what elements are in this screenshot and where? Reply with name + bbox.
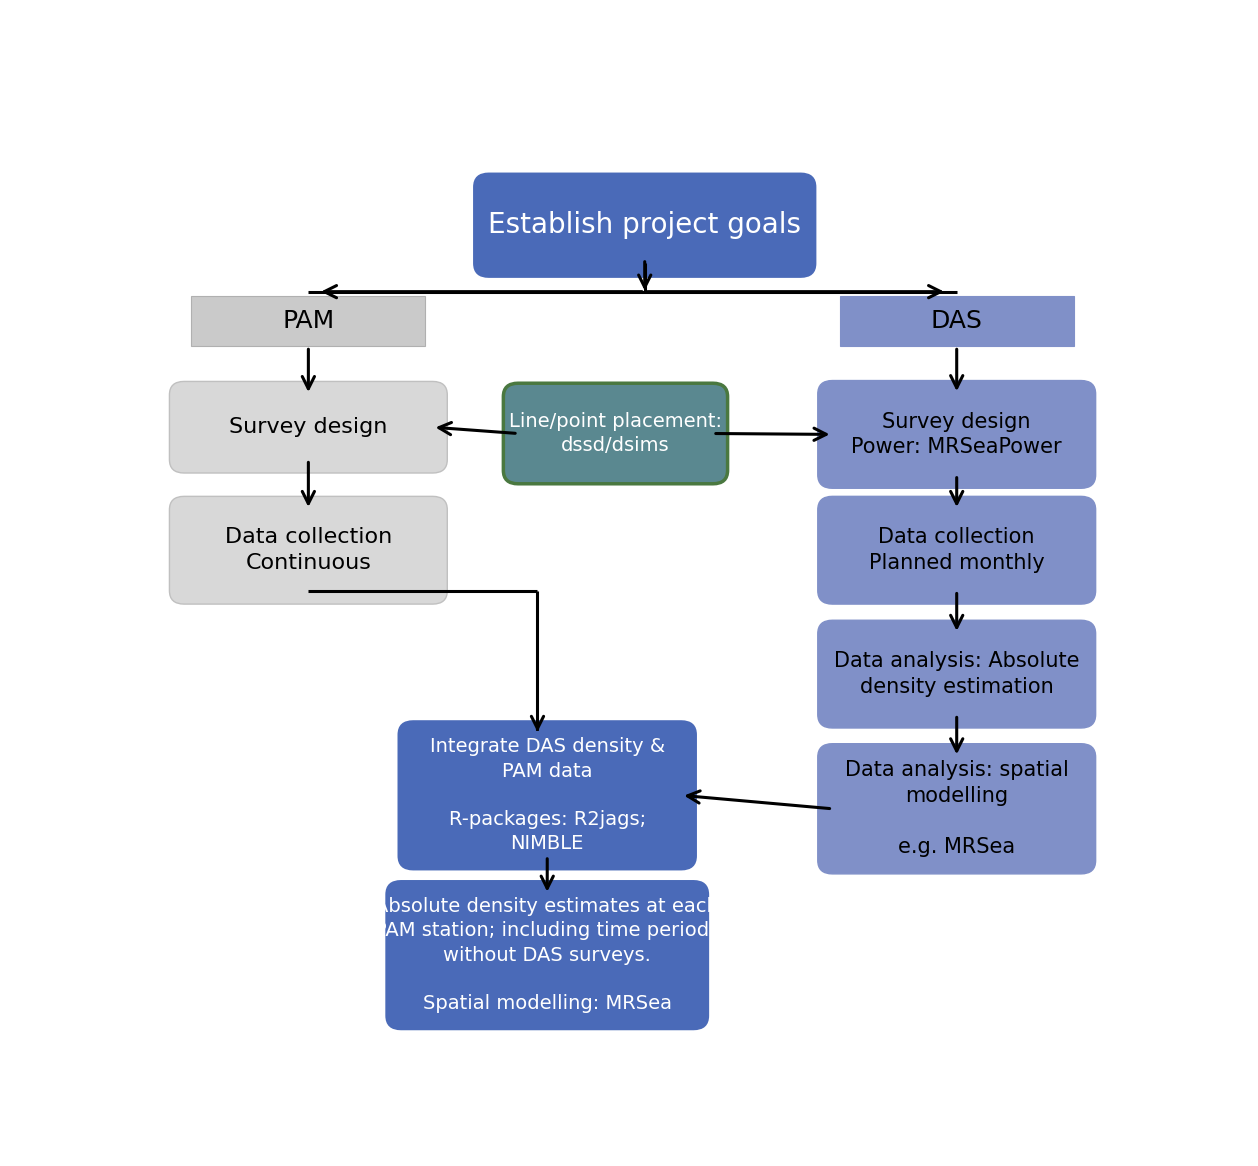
Text: Data analysis: spatial
modelling

e.g. MRSea: Data analysis: spatial modelling e.g. MR… bbox=[845, 760, 1068, 857]
FancyBboxPatch shape bbox=[191, 296, 425, 346]
FancyBboxPatch shape bbox=[399, 722, 696, 870]
Text: Data analysis: Absolute
density estimation: Data analysis: Absolute density estimati… bbox=[834, 652, 1079, 697]
FancyBboxPatch shape bbox=[386, 881, 708, 1030]
Text: Establish project goals: Establish project goals bbox=[488, 211, 801, 239]
FancyBboxPatch shape bbox=[503, 384, 727, 484]
Text: DAS: DAS bbox=[931, 309, 982, 333]
Text: Data collection
Continuous: Data collection Continuous bbox=[225, 527, 392, 573]
Text: Integrate DAS density &
PAM data

R-packages: R2jags;
NIMBLE: Integrate DAS density & PAM data R-packa… bbox=[430, 737, 664, 854]
Text: Absolute density estimates at each
PAM station; including time periods
without D: Absolute density estimates at each PAM s… bbox=[375, 897, 720, 1013]
FancyBboxPatch shape bbox=[170, 381, 448, 473]
FancyBboxPatch shape bbox=[818, 497, 1096, 604]
FancyBboxPatch shape bbox=[170, 497, 448, 604]
Text: Survey design
Power: MRSeaPower: Survey design Power: MRSeaPower bbox=[852, 412, 1062, 457]
FancyBboxPatch shape bbox=[840, 296, 1074, 346]
FancyBboxPatch shape bbox=[818, 380, 1096, 489]
FancyBboxPatch shape bbox=[818, 620, 1096, 728]
FancyBboxPatch shape bbox=[818, 744, 1096, 873]
Text: Survey design: Survey design bbox=[229, 417, 387, 437]
Text: Line/point placement:
dssd/dsims: Line/point placement: dssd/dsims bbox=[509, 412, 722, 455]
FancyBboxPatch shape bbox=[474, 174, 815, 276]
Text: PAM: PAM bbox=[282, 309, 335, 333]
Text: Data collection
Planned monthly: Data collection Planned monthly bbox=[869, 527, 1044, 573]
